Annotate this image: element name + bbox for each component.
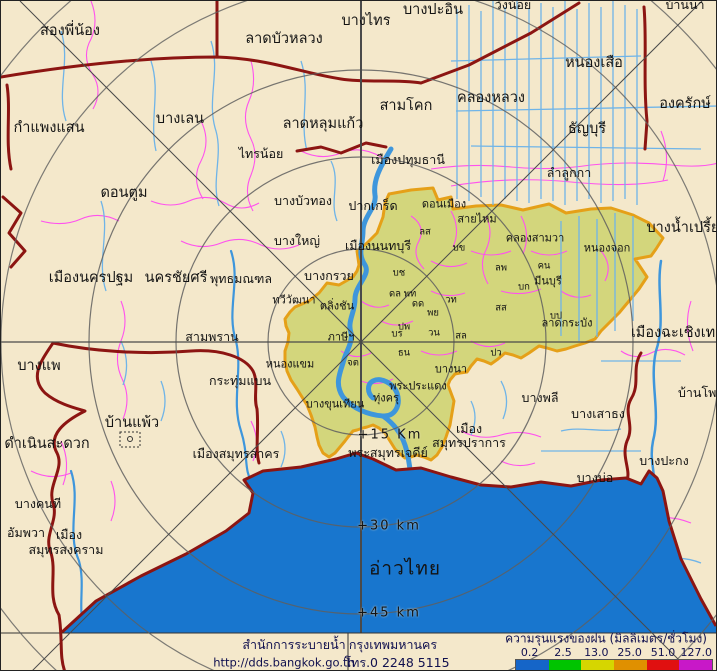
diagonal-lines xyxy=(19,1,703,670)
bang-pakong-river xyxy=(650,259,663,485)
crosshair xyxy=(1,1,716,633)
legend-color-bar xyxy=(515,659,713,670)
legend-title: ความรุนแรงของฝน (มิลลิเมตร/ชั่วโมง) xyxy=(505,631,707,646)
legend-value: 127.0 xyxy=(680,646,713,659)
legend-value: 2.5 xyxy=(554,646,572,659)
legend-color-swatch xyxy=(646,660,680,670)
coastline xyxy=(59,451,716,635)
legend-color-swatch xyxy=(679,660,713,670)
province-boundary-tail xyxy=(57,614,66,670)
legend-value: 13.0 xyxy=(584,646,609,659)
canals xyxy=(60,1,716,564)
legend-color-swatch xyxy=(581,660,615,670)
legend-value: 51.0 xyxy=(650,646,676,659)
mae-klong-river xyxy=(69,469,88,635)
legend-color-swatch xyxy=(614,660,647,670)
legend-value: 25.0 xyxy=(617,646,642,659)
agency-url: http://dds.bangkok.go.th xyxy=(213,655,355,670)
legend-value: 0.2 xyxy=(520,646,539,659)
radar-site-marker xyxy=(119,431,141,448)
rivers xyxy=(69,146,663,635)
legend-values: 0.2 2.5 13.0 25.0 51.0 127.0 xyxy=(513,647,713,658)
chao-phraya-mouth xyxy=(380,413,414,478)
gulf-of-thailand xyxy=(61,453,716,633)
agency-name: สำนักการระบายน้ำ xyxy=(242,636,346,652)
city-name: กรุงเทพมหานคร xyxy=(348,636,438,652)
phone-number: โทร.0 2248 5115 xyxy=(344,654,450,670)
legend-color-swatch xyxy=(548,660,582,670)
chao-phraya-river xyxy=(335,146,401,419)
province-boundaries xyxy=(1,1,649,617)
legend-color-swatch xyxy=(516,660,549,670)
